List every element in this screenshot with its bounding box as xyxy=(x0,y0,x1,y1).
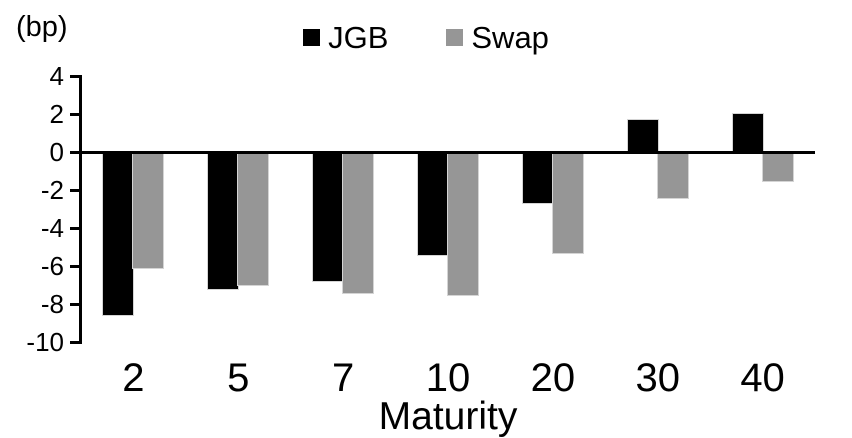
x-tick-label: 20 xyxy=(530,356,576,400)
legend-label-swap: Swap xyxy=(471,19,549,55)
y-tick-label: 2 xyxy=(49,99,64,129)
y-tick-mark xyxy=(70,150,79,154)
y-tick-mark xyxy=(70,340,79,344)
x-tick-label: 30 xyxy=(635,356,680,400)
bar-swap-10 xyxy=(448,152,478,295)
y-tick-label: -8 xyxy=(40,289,64,319)
bar-jgb-2 xyxy=(103,152,134,316)
bar-jgb-20 xyxy=(522,152,553,204)
x-tick-label: 10 xyxy=(425,356,471,400)
y-tick-mark xyxy=(70,112,79,116)
y-tick-label: -10 xyxy=(26,327,64,357)
y-tick-mark xyxy=(70,188,79,192)
bar-swap-30 xyxy=(657,152,688,198)
bar-swap-7 xyxy=(343,152,374,293)
x-tick-label: 2 xyxy=(122,356,145,400)
y-axis-line xyxy=(79,74,82,344)
y-tick-mark xyxy=(70,74,79,78)
y-tick-label: -2 xyxy=(40,175,64,205)
y-tick-label: 0 xyxy=(49,137,64,167)
jgb-series-swatch-icon xyxy=(303,28,321,46)
bar-swap-20 xyxy=(552,152,583,253)
bar-jgb-30 xyxy=(627,119,658,152)
legend-label-jgb: JGB xyxy=(328,19,389,55)
bar-jgb-5 xyxy=(208,152,239,289)
y-tick-mark xyxy=(70,264,79,268)
x-tick-label: 7 xyxy=(332,356,355,400)
bar-swap-5 xyxy=(238,152,269,285)
legend: JGB Swap xyxy=(0,18,852,56)
bar-swap-40 xyxy=(762,152,793,181)
zero-line xyxy=(81,150,815,154)
bar-jgb-7 xyxy=(313,152,344,282)
bar-swap-2 xyxy=(133,152,164,268)
y-tick-label: 4 xyxy=(49,61,64,91)
legend-entry-swap: Swap xyxy=(446,22,549,53)
bar-jgb-10 xyxy=(418,152,448,255)
y-tick-mark xyxy=(70,226,79,230)
x-axis-title: Maturity xyxy=(378,395,518,438)
y-axis-unit-label: (bp) xyxy=(16,11,68,43)
bar-jgb-40 xyxy=(732,114,763,152)
y-tick-label: -4 xyxy=(40,213,64,243)
x-tick-label: 40 xyxy=(740,356,785,400)
legend-entry-jgb: JGB xyxy=(303,22,388,53)
y-tick-mark xyxy=(70,302,79,306)
swap-series-swatch-icon xyxy=(446,28,464,46)
y-tick-label: -6 xyxy=(40,251,64,281)
x-tick-label: 5 xyxy=(227,356,250,400)
